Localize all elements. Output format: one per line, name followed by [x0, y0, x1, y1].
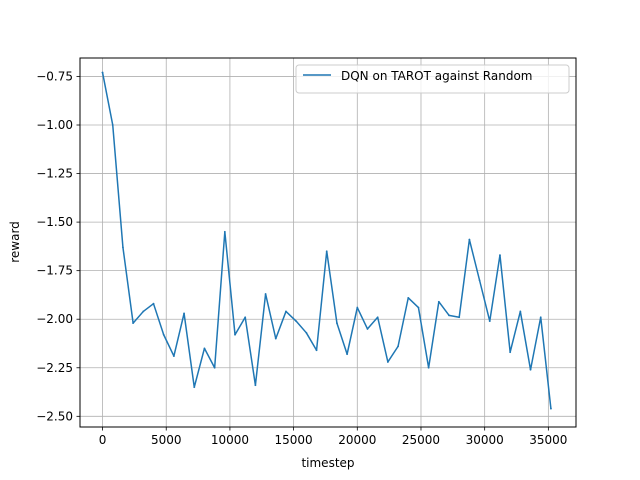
x-tick-label: 30000: [466, 433, 504, 447]
data-point: [509, 351, 512, 354]
data-point: [132, 322, 135, 324]
data-point: [458, 316, 461, 319]
x-tick-label: 25000: [402, 433, 440, 447]
y-tick-label: −2.50: [36, 409, 73, 423]
data-point: [162, 333, 165, 336]
data-point: [203, 347, 206, 350]
data-point: [305, 331, 308, 334]
data-point: [519, 310, 522, 313]
data-point: [407, 296, 410, 299]
legend: DQN on TAROT against Random: [295, 64, 570, 94]
data-point: [366, 328, 369, 330]
data-point: [346, 353, 349, 356]
data-point: [448, 314, 450, 317]
y-tick-label: −2.00: [36, 312, 73, 326]
data-point: [295, 320, 298, 323]
data-point: [274, 337, 277, 340]
x-tick-label: 35000: [529, 433, 567, 447]
data-point: [468, 238, 471, 241]
data-point: [285, 310, 287, 313]
data-point: [336, 322, 338, 324]
x-tick-label: 0: [99, 433, 107, 447]
data-point: [122, 246, 124, 249]
y-tick-label: −1.00: [36, 118, 73, 132]
y-tick-label: −1.25: [36, 167, 73, 181]
x-tick-label: 10000: [211, 433, 249, 447]
data-point: [539, 316, 542, 319]
data-point: [244, 316, 247, 319]
x-tick-label: 20000: [338, 433, 376, 447]
y-tick-label: −0.75: [36, 69, 73, 83]
data-point: [315, 349, 318, 352]
data-point: [427, 366, 430, 369]
data-point: [376, 316, 379, 319]
data-point: [101, 71, 104, 74]
data-point: [325, 250, 328, 253]
data-point: [152, 302, 155, 305]
data-point: [417, 306, 420, 309]
data-point: [183, 312, 185, 315]
legend-box: [295, 64, 570, 94]
data-point: [386, 361, 389, 363]
series-layer: [101, 71, 552, 410]
x-tick-label: 15000: [275, 433, 313, 447]
data-point: [397, 345, 399, 348]
data-point: [356, 306, 359, 309]
data-point: [223, 230, 226, 233]
data-point: [264, 293, 267, 295]
data-point: [478, 279, 481, 282]
axis-ticks: 0 5000 10000 15000 20000 25000 30000 35000 −0.75…: [36, 69, 567, 447]
data-point: [529, 368, 532, 371]
data-point: [193, 386, 196, 389]
data-point: [234, 333, 236, 336]
data-point: [499, 254, 501, 257]
y-tick-label: −1.75: [36, 264, 73, 278]
data-point: [111, 124, 114, 126]
grid: [80, 58, 576, 427]
y-tick-label: −2.25: [36, 361, 73, 375]
data-point: [254, 384, 257, 387]
x-axis-label: timestep: [301, 456, 354, 470]
data-point: [437, 300, 440, 303]
y-axis-label: reward: [8, 221, 22, 263]
x-tick-label: 5000: [151, 433, 182, 447]
data-point: [142, 310, 145, 313]
data-point: [172, 355, 175, 358]
data-point: [550, 407, 552, 410]
y-tick-label: −1.50: [36, 215, 73, 229]
data-point: [213, 366, 216, 369]
legend-entry-label: DQN on TAROT against Random: [341, 69, 533, 83]
plot-frame: [79, 57, 577, 428]
data-point: [488, 320, 491, 323]
